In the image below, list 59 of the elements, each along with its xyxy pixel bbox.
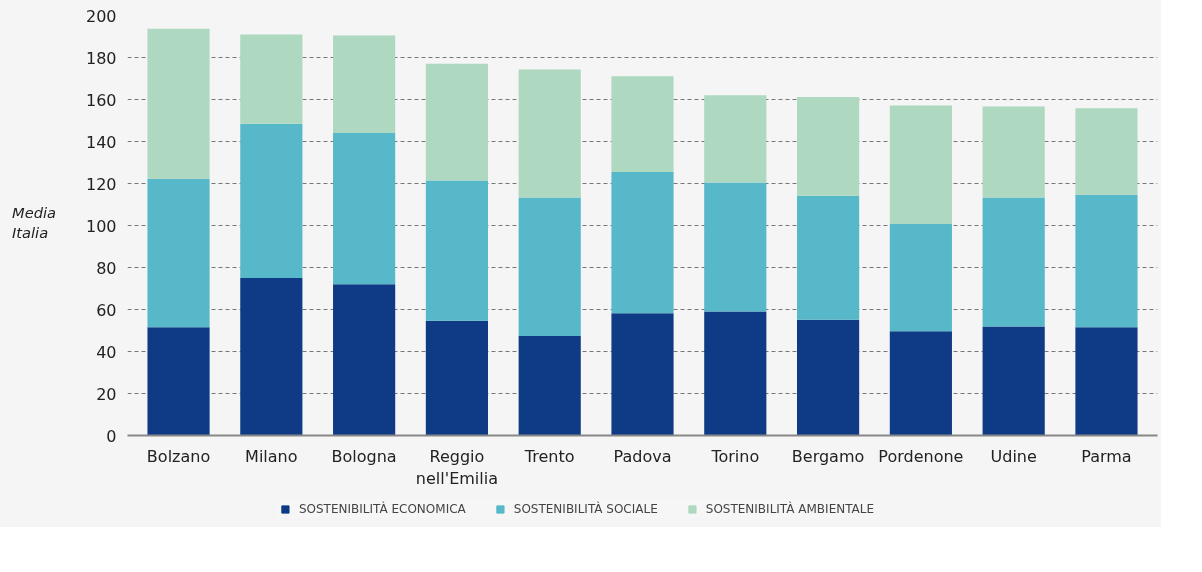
bar bbox=[889, 331, 952, 436]
y-tick-label: 180 bbox=[85, 48, 117, 68]
y-tick-label: 20 bbox=[96, 384, 117, 404]
bar bbox=[1075, 327, 1138, 436]
legend-label: SOSTENIBILITÀ ECONOMICA bbox=[298, 502, 466, 516]
bar bbox=[1075, 194, 1138, 328]
bar bbox=[333, 133, 396, 285]
y-tick-label: 160 bbox=[85, 90, 117, 110]
legend-label: SOSTENIBILITÀ SOCIALE bbox=[513, 502, 658, 516]
bar bbox=[982, 326, 1045, 436]
bar bbox=[518, 197, 581, 336]
bar bbox=[704, 182, 767, 312]
bar bbox=[425, 320, 488, 436]
text: Media Italia bbox=[12, 203, 58, 243]
x-tick-label: Milano bbox=[245, 446, 298, 466]
bar bbox=[518, 69, 581, 198]
bar bbox=[147, 327, 210, 436]
bar bbox=[147, 28, 210, 179]
legend-label: SOSTENIBILITÀ AMBIENTALE bbox=[705, 502, 875, 516]
bar bbox=[797, 319, 860, 436]
x-tick-label: Bologna bbox=[331, 446, 397, 466]
bar bbox=[611, 313, 674, 436]
bar bbox=[889, 224, 952, 332]
bar bbox=[425, 63, 488, 181]
bar bbox=[982, 197, 1045, 327]
bar bbox=[333, 35, 396, 134]
bar bbox=[611, 171, 674, 314]
y-tick-label: 40 bbox=[96, 342, 117, 362]
bar bbox=[797, 195, 860, 320]
y-tick-label: 0 bbox=[106, 426, 117, 446]
bar bbox=[240, 278, 303, 436]
x-tick-label: Reggio nell'Emilia bbox=[415, 446, 498, 489]
bar bbox=[982, 106, 1045, 198]
x-tick-label: Pordenone bbox=[878, 446, 964, 466]
bar bbox=[425, 180, 488, 321]
bar bbox=[518, 335, 581, 436]
x-tick-label: Torino bbox=[710, 446, 760, 466]
bar bbox=[704, 95, 767, 183]
x-tick-label: Bergamo bbox=[791, 446, 865, 466]
bar bbox=[147, 178, 210, 328]
y-tick-label: 120 bbox=[85, 174, 117, 194]
y-tick-label: 200 bbox=[85, 6, 117, 26]
bar bbox=[611, 76, 674, 172]
bar bbox=[797, 96, 860, 196]
bar bbox=[333, 284, 396, 436]
y-tick-label: 60 bbox=[96, 300, 117, 320]
y-tick-label: 100 bbox=[85, 216, 117, 236]
y-tick-label: 140 bbox=[85, 132, 117, 152]
y-tick-label: 80 bbox=[96, 258, 117, 278]
x-tick-label: Udine bbox=[990, 446, 1037, 466]
bar bbox=[240, 123, 303, 278]
bar bbox=[889, 105, 952, 225]
bar bbox=[240, 34, 303, 124]
x-tick-label: Trento bbox=[523, 446, 575, 466]
x-tick-label: Bolzano bbox=[146, 446, 211, 466]
bar bbox=[1075, 108, 1138, 195]
bar bbox=[704, 311, 767, 436]
x-tick-label: Parma bbox=[1081, 446, 1132, 466]
x-tick-label: Padova bbox=[613, 446, 672, 466]
